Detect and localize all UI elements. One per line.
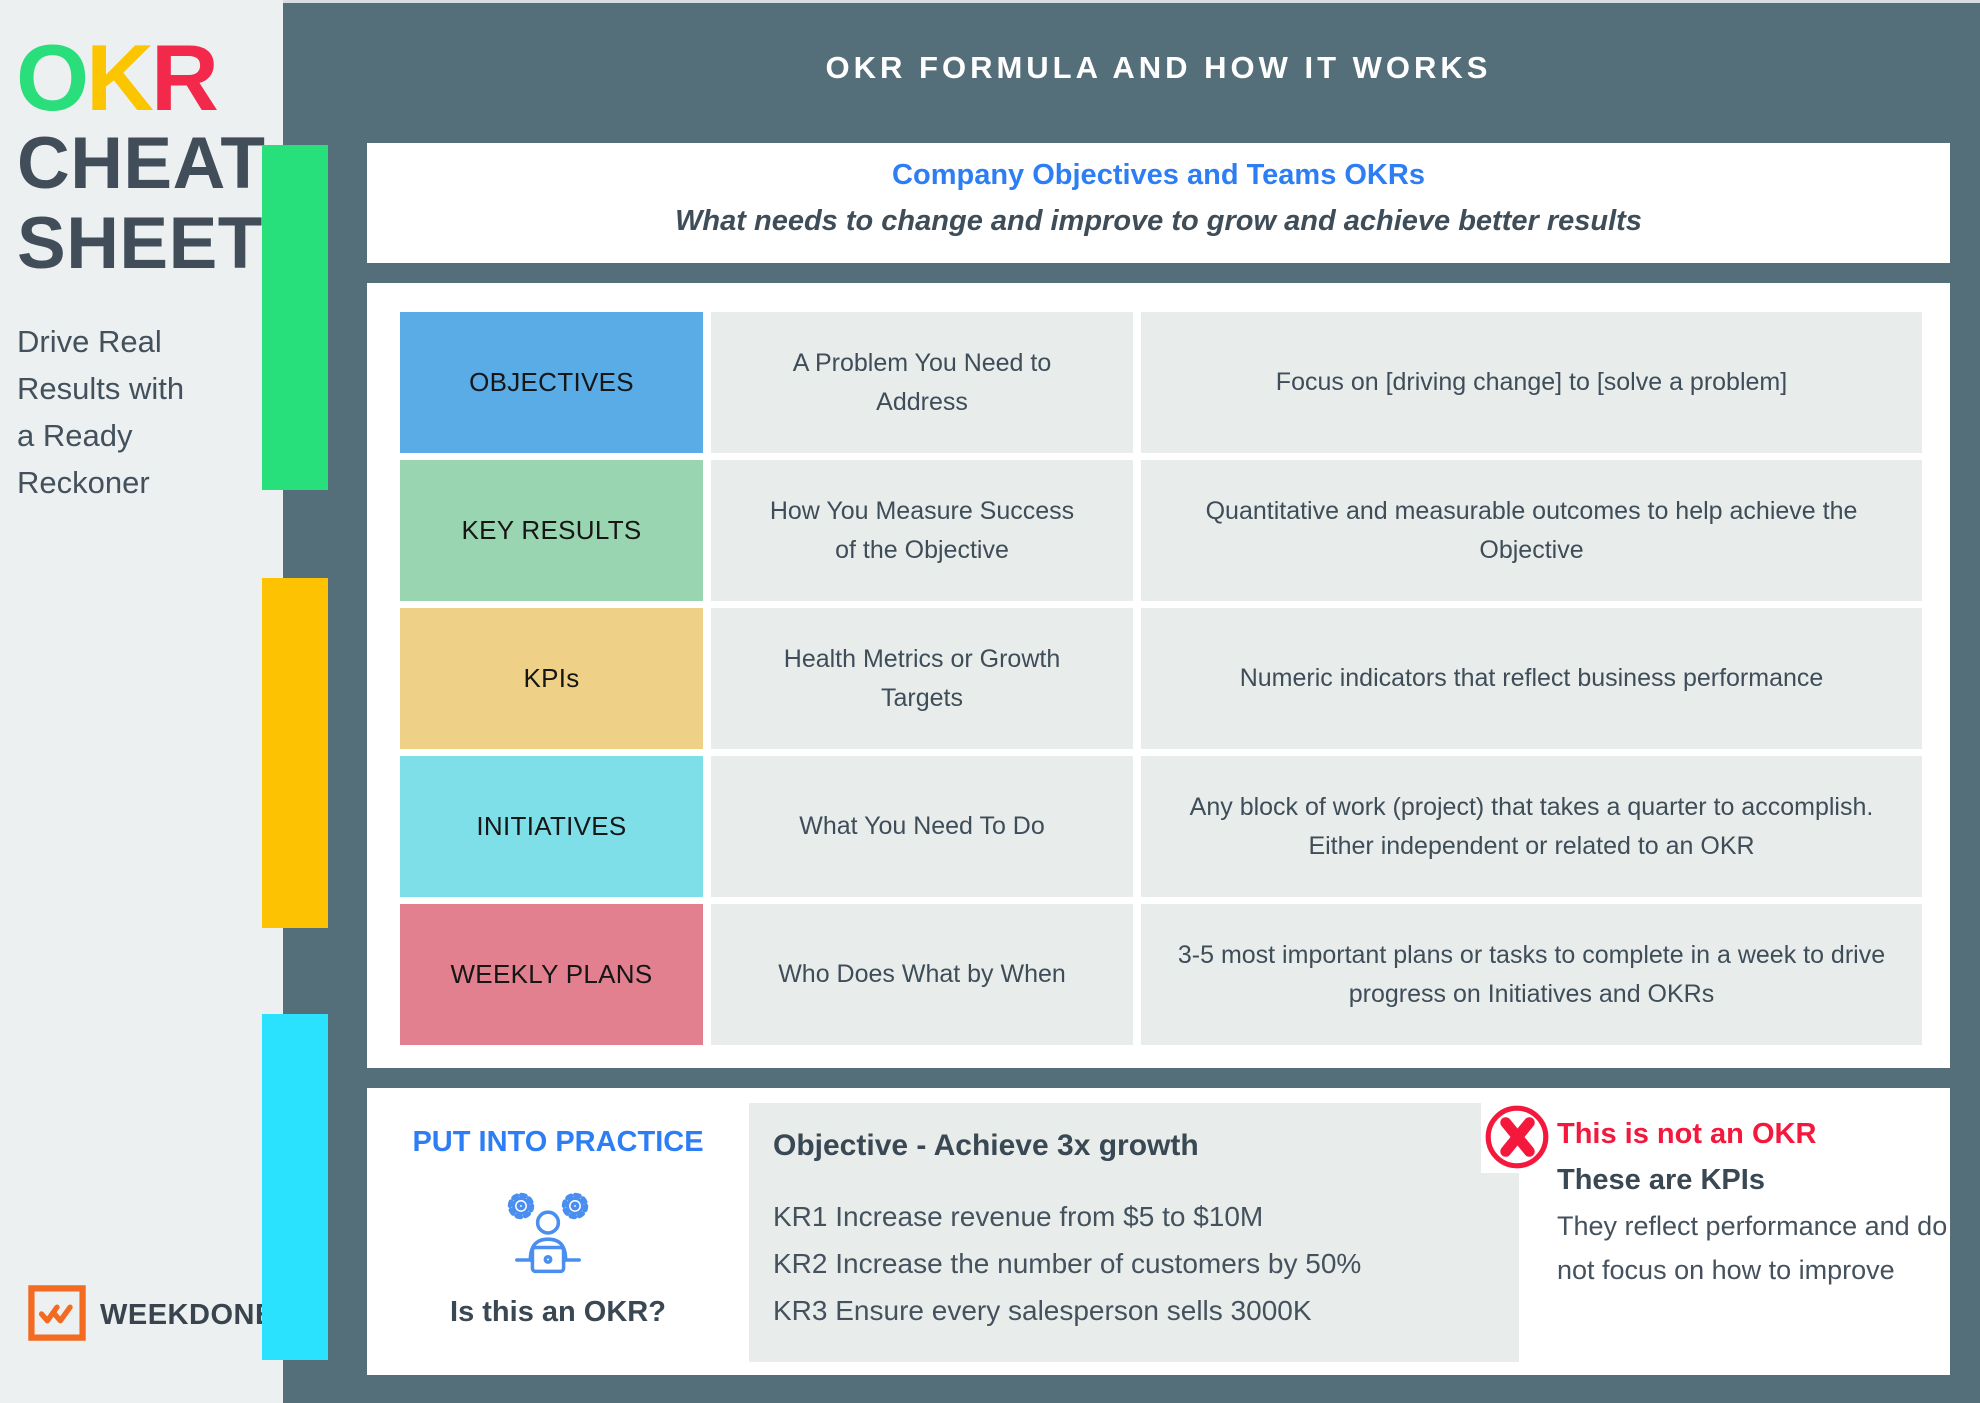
practice-question: Is this an OKR?	[450, 1296, 666, 1328]
table-row-label-initiatives: INITIATIVES	[400, 756, 703, 897]
example-objective: Objective - Achieve 3x growth	[773, 1129, 1199, 1162]
practice-heading: PUT INTO PRACTICE	[412, 1126, 704, 1158]
page-title-line1: CHEAT	[17, 123, 266, 204]
accent-bar-green	[262, 145, 328, 490]
table-cell-initiatives-description: Any block of work (project) that takes a…	[1141, 756, 1922, 897]
person-with-gears-icon	[494, 1184, 602, 1289]
sidebar: OKR CHEAT SHEET Drive Real Results with …	[0, 0, 283, 1403]
example-kr2: KR2 Increase the number of customers by …	[773, 1248, 1362, 1279]
logo-letter-o: O	[16, 25, 89, 130]
top-edge-highlight	[283, 0, 1980, 3]
page-title-line2: SHEET	[17, 203, 263, 284]
table-cell-objectives-definition: A Problem You Need to Address	[711, 312, 1133, 453]
logo-letter-r: R	[151, 25, 219, 130]
verdict-subtitle: These are KPIs	[1557, 1164, 1765, 1196]
verdict-note: They reflect performance and do not focu…	[1557, 1211, 1948, 1285]
verdict-title: This is not an OKR	[1557, 1118, 1817, 1150]
intro-heading: Company Objectives and Teams OKRs	[892, 159, 1425, 191]
intro-subheading: What needs to change and improve to grow…	[675, 205, 1642, 237]
table-cell-initiatives-definition: What You Need To Do	[711, 756, 1133, 897]
tagline: Drive Real Results with a Ready Reckoner	[17, 324, 185, 500]
table-cell-kpis-description: Numeric indicators that reflect business…	[1141, 608, 1922, 749]
main-header-title: OKR FORMULA AND HOW IT WORKS	[825, 50, 1492, 85]
okr-logo: OKR	[16, 25, 219, 130]
example-kr1: KR1 Increase revenue from $5 to $10M	[773, 1201, 1264, 1232]
logo-letter-k: K	[86, 25, 154, 130]
okr-definition-table: OBJECTIVES A Problem You Need to Address…	[367, 283, 1950, 1068]
red-cross-icon	[1481, 1101, 1553, 1173]
accent-bar-cyan	[262, 1014, 328, 1360]
table-cell-weekly-plans-description: 3-5 most important plans or tasks to com…	[1141, 904, 1922, 1045]
example-kr3: KR3 Ensure every salesperson sells 3000K	[773, 1295, 1312, 1326]
table-cell-weekly-plans-definition: Who Does What by When	[711, 904, 1133, 1045]
page-title: CHEAT SHEET	[17, 124, 266, 284]
table-cell-objectives-description: Focus on [driving change] to [solve a pr…	[1141, 312, 1922, 453]
table-row-label-objectives: OBJECTIVES	[400, 312, 703, 453]
accent-bar-yellow	[262, 578, 328, 928]
table-row-label-weekly-plans: WEEKLY PLANS	[400, 904, 703, 1045]
brand-name: WEEKDONE	[100, 1299, 275, 1331]
weekdone-checkbox-icon	[28, 1285, 86, 1346]
table-cell-kpis-definition: Health Metrics or Growth Targets	[711, 608, 1133, 749]
table-row-label-key-results: KEY RESULTS	[400, 460, 703, 601]
table-cell-key-results-definition: How You Measure Success of the Objective	[711, 460, 1133, 601]
table-cell-key-results-description: Quantitative and measurable outcomes to …	[1141, 460, 1922, 601]
intro-card: Company Objectives and Teams OKRs What n…	[367, 143, 1950, 263]
practice-card: PUT INTO PRACTICE	[367, 1088, 1950, 1375]
table-row-label-kpis: KPIs	[400, 608, 703, 749]
weekdone-logo: WEEKDONE	[28, 1285, 275, 1346]
example-key-results: KR1 Increase revenue from $5 to $10M KR2…	[773, 1193, 1495, 1334]
example-panel: Objective - Achieve 3x growth KR1 Increa…	[749, 1103, 1519, 1362]
